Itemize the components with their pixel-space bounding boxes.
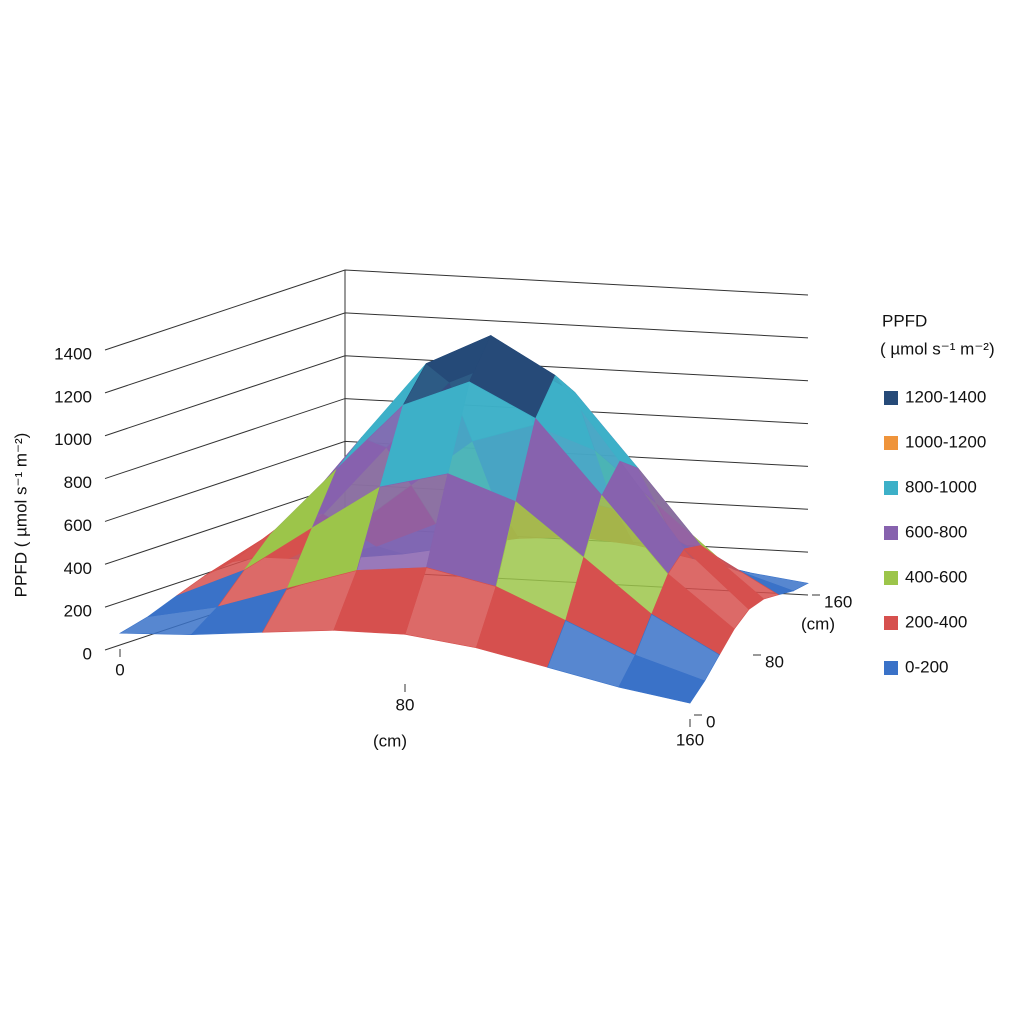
legend-swatch [884,661,898,675]
y-tick-label: 160 [824,592,852,611]
legend-label: 600-800 [905,522,967,541]
x-tick-label: 80 [396,695,415,714]
legend-label: 800-1000 [905,477,977,496]
z-tick-label: 1000 [54,430,92,449]
y-axis-label: (cm) [801,614,835,633]
legend-swatch [884,571,898,585]
legend-label: 200-400 [905,612,967,631]
legend-label: 0-200 [905,657,948,676]
legend-title: PPFD [882,311,927,330]
legend-swatch [884,391,898,405]
grid-line [104,269,809,351]
z-axis-label: PPFD ( µmol s⁻¹ m⁻²) [11,433,30,598]
legend-label: 1000-1200 [905,432,986,451]
z-tick-label: 200 [64,602,92,621]
legend-label: 1200-1400 [905,387,986,406]
x-tick-label: 0 [115,660,124,679]
legend-unit: ( µmol s⁻¹ m⁻²) [880,339,995,358]
z-tick-label: 0 [83,644,92,663]
legend-label: 400-600 [905,567,967,586]
z-tick-label: 1400 [54,344,92,363]
x-axis-label: (cm) [373,731,407,750]
surface-cell [618,654,706,704]
y-tick-label: 0 [706,712,715,731]
y-tick-label: 80 [765,652,784,671]
x-tick-label: 160 [676,730,704,749]
z-tick-label: 400 [64,559,92,578]
legend-swatch [884,616,898,630]
z-tick-label: 800 [64,473,92,492]
legend-swatch [884,481,898,495]
legend-swatch [884,526,898,540]
z-tick-label: 1200 [54,387,92,406]
z-tick-label: 600 [64,516,92,535]
legend-swatch [884,436,898,450]
